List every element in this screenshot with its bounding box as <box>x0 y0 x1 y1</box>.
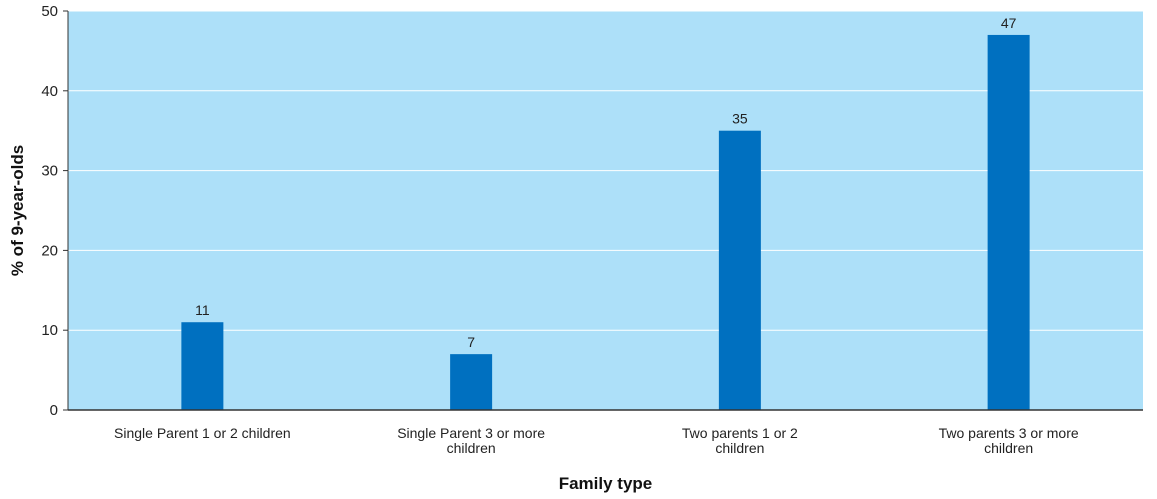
bar <box>181 322 224 410</box>
data-label: 47 <box>1001 15 1017 31</box>
bar <box>450 354 493 410</box>
y-tick-label: 0 <box>50 402 58 419</box>
x-tick-label: Two parents 3 or more children <box>939 425 1079 456</box>
y-axis-title: % of 9-year-olds <box>8 145 27 276</box>
x-tick-label-line: children <box>447 440 496 456</box>
y-tick-label: 30 <box>41 163 58 180</box>
x-tick-label-line: Single Parent 3 or more <box>397 425 545 441</box>
y-tick-label: 50 <box>41 3 58 20</box>
x-tick-label: Two parents 1 or 2 children <box>682 425 798 456</box>
x-tick-label: Single Parent 3 or more children <box>397 425 545 456</box>
x-tick-label-line: Single Parent 1 or 2 children <box>114 425 291 441</box>
y-tick-label: 40 <box>41 83 58 100</box>
gridlines <box>68 10 1143 331</box>
data-label: 7 <box>467 334 475 350</box>
x-tick-label: Single Parent 1 or 2 children <box>114 425 291 441</box>
data-label: 35 <box>732 111 748 127</box>
labels: 0 10 20 30 40 50 11 Single Parent 1 or 2 childr… <box>41 3 1079 456</box>
x-tick-label-line: children <box>715 440 764 456</box>
data-label: 11 <box>195 302 210 318</box>
x-axis-title: Family type <box>559 474 653 493</box>
x-tick-label-line: children <box>984 440 1033 456</box>
axes <box>63 10 1143 411</box>
plot-area <box>68 11 1143 410</box>
bar <box>718 130 761 410</box>
y-tick-label: 10 <box>41 322 58 339</box>
bars <box>181 34 1030 410</box>
x-tick-label-line: Two parents 3 or more <box>939 425 1079 441</box>
x-tick-label-line: Two parents 1 or 2 <box>682 425 798 441</box>
y-tick-label: 20 <box>41 242 58 259</box>
bar <box>987 34 1030 410</box>
